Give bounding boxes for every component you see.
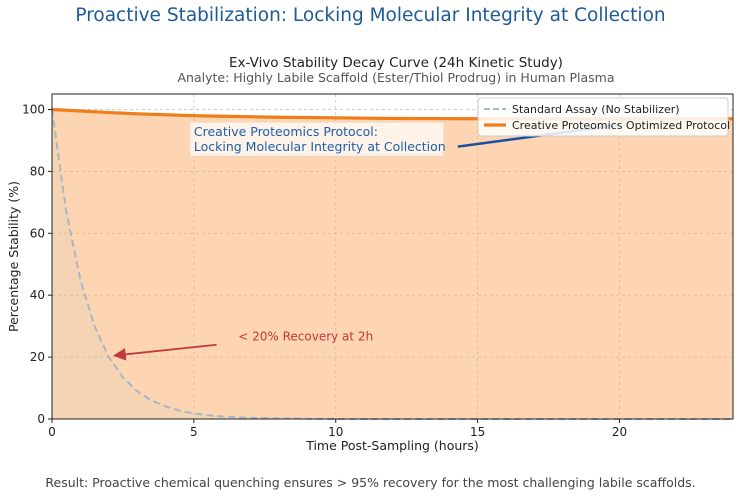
x-tick-label: 20 [612, 425, 627, 439]
x-tick-label: 10 [328, 425, 343, 439]
plot-area: 0 5 10 15 20 0 20 40 60 80 100 Time Post-Sampling (… [6, 93, 734, 453]
protocol-area-fill [52, 109, 733, 419]
x-tick-label: 15 [470, 425, 485, 439]
x-tick-label: 0 [48, 425, 56, 439]
protocol-annotation-box [189, 121, 445, 157]
chart-title: Ex-Vivo Stability Decay Curve (24h Kinet… [229, 55, 563, 71]
protocol-annotation-text: Creative Proteomics Protocol: [194, 124, 378, 139]
footer-result-text: Result: Proactive chemical quenching ens… [45, 475, 696, 490]
y-tick-label: 40 [30, 288, 45, 302]
recovery-annotation-arrow [113, 343, 217, 361]
y-tick-label: 0 [37, 412, 45, 426]
x-axis-label: Time Post-Sampling (hours) [305, 438, 479, 453]
chart-subtitle: Analyte: Highly Labile Scaffold (Ester/T… [177, 70, 614, 85]
recovery-annotation-text: < 20% Recovery at 2h [238, 330, 373, 344]
y-tick-label: 100 [22, 102, 45, 116]
standard-assay-area-fill [52, 109, 733, 419]
y-tick-label: 20 [30, 350, 45, 364]
y-tick-label: 60 [30, 226, 45, 240]
legend-label: Creative Proteomics Optimized Protocol [512, 119, 730, 132]
plot-frame [51, 93, 734, 420]
page-banner-title: Proactive Stabilization: Locking Molecul… [75, 5, 666, 26]
legend-label: Standard Assay (No Stabilizer) [512, 103, 680, 116]
legend-box [477, 97, 729, 137]
protocol-annotation-text: Locking Molecular Integrity at Collectio… [194, 139, 446, 154]
y-tick-label: 80 [30, 164, 45, 178]
y-axis-label: Percentage Stability (%) [6, 181, 21, 332]
x-tick-label: 5 [190, 425, 198, 439]
